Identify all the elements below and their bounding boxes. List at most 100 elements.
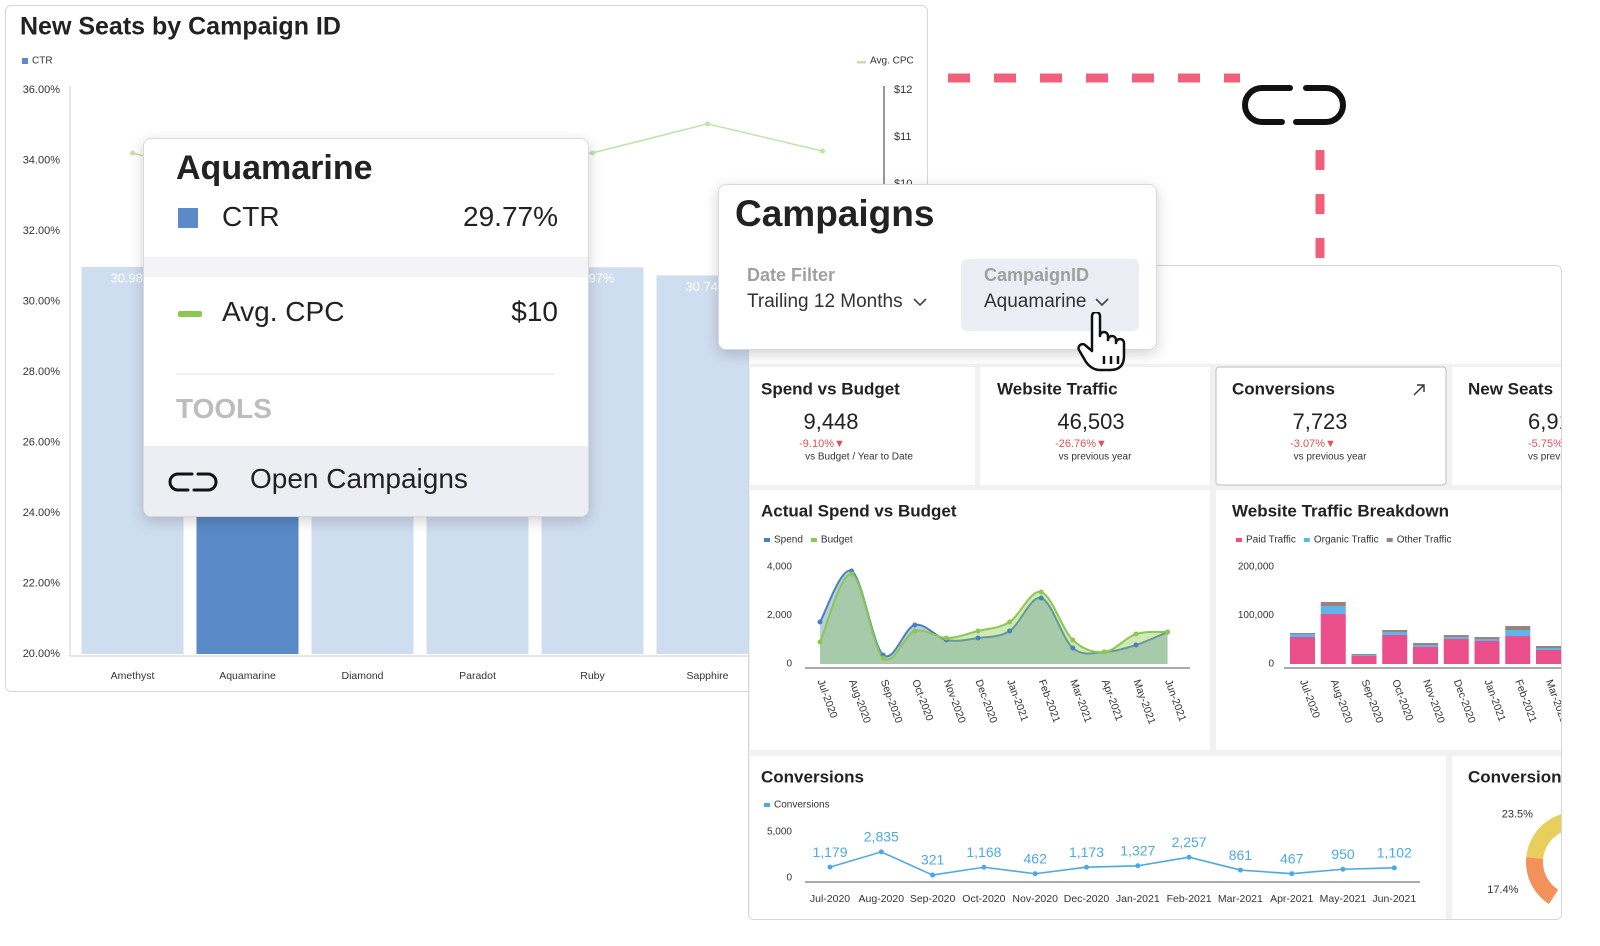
line xyxy=(829,851,1395,876)
y-tick-label: 0 xyxy=(1268,659,1274,670)
bar-segment xyxy=(1290,633,1315,634)
cpc-point xyxy=(130,150,135,156)
point xyxy=(1038,595,1044,601)
chevron xyxy=(913,298,927,307)
kpi-note: vs previous year xyxy=(1528,452,1561,463)
bar-segment xyxy=(1413,643,1438,646)
point xyxy=(1237,867,1243,873)
point xyxy=(827,864,833,870)
bar-segment xyxy=(1413,647,1438,664)
y-tick-label: 34.00% xyxy=(23,154,61,166)
bar-segment xyxy=(1320,605,1346,614)
cpc-point xyxy=(705,121,710,127)
filter-value[interactable]: Aquamarine xyxy=(984,291,1087,312)
point xyxy=(975,635,981,641)
data-label: 1,102 xyxy=(1377,845,1412,861)
tooltip-value: 29.77% xyxy=(463,201,558,232)
point xyxy=(1135,863,1141,869)
kpi-value: 46,503 xyxy=(1057,409,1124,434)
point xyxy=(1101,649,1107,655)
card xyxy=(1216,490,1561,750)
bar-segment xyxy=(1474,637,1500,640)
kpi-note: vs previous year xyxy=(1059,452,1132,463)
legend-marker xyxy=(810,538,817,542)
card xyxy=(750,367,975,485)
kpi-change: -3.07%▼ xyxy=(1290,438,1336,450)
filter-value[interactable]: Trailing 12 Months xyxy=(747,291,903,312)
tooltip-label: Avg. CPC xyxy=(222,296,345,327)
x-tick-label: Mar-2021 xyxy=(1218,893,1263,905)
kpi-note: vs previous year xyxy=(1294,452,1367,463)
legend-marker xyxy=(1386,538,1393,542)
legend-marker xyxy=(857,61,866,64)
bar-segment xyxy=(1290,636,1315,664)
dashboard-canvas: Spend vs Budget 9,448 -9.10%▼ vs Budget … xyxy=(749,266,1561,919)
legend-marker xyxy=(178,208,198,228)
y-tick-label: 30.00% xyxy=(23,295,61,307)
legend-label: Other Traffic xyxy=(1397,535,1452,546)
point xyxy=(1165,629,1171,635)
card xyxy=(980,367,1210,485)
y-tick-label: 0 xyxy=(786,873,792,884)
action-row[interactable]: Open Campaigns xyxy=(144,446,588,516)
y-tick-label: 26.00% xyxy=(23,436,61,448)
point xyxy=(817,619,823,625)
y-tick-label: 5,000 xyxy=(767,827,792,838)
y-tick-label: 24.00% xyxy=(23,507,61,519)
cpc-point xyxy=(590,150,595,156)
bar-segment xyxy=(1474,639,1500,642)
x-tick-label: Paradot xyxy=(459,670,496,682)
point xyxy=(1133,642,1139,648)
action-label[interactable]: Open Campaigns xyxy=(250,463,468,494)
chart-title: Conversions xyxy=(761,767,864,786)
legend-marker xyxy=(1303,538,1310,542)
legend-label: Spend xyxy=(774,535,803,546)
y-tick-label: 0 xyxy=(786,659,792,670)
separator xyxy=(144,257,588,277)
expand-icon[interactable] xyxy=(1413,384,1425,396)
y-tick-label: 100,000 xyxy=(1238,610,1275,621)
bar-segment xyxy=(1536,649,1561,664)
data-label: 2,257 xyxy=(1172,834,1207,850)
card xyxy=(1452,367,1561,485)
chart-title: Conversions xyxy=(1468,767,1561,786)
data-label: 467 xyxy=(1280,850,1304,866)
x-tick-label: May-2021 xyxy=(1320,893,1367,905)
x-tick-label: Sapphire xyxy=(686,670,728,682)
data-label: 462 xyxy=(1024,850,1048,866)
kpi-change: -26.76%▼ xyxy=(1055,438,1107,450)
cpc-point xyxy=(820,148,825,154)
data-label: 1,173 xyxy=(1069,844,1104,860)
y-tick-label: 32.00% xyxy=(23,225,61,237)
x-tick-label: Feb-2021 xyxy=(1167,893,1212,905)
point xyxy=(1186,854,1192,860)
chart-title: Actual Spend vs Budget xyxy=(761,501,957,520)
x-tick-label: Jan-2021 xyxy=(1116,893,1160,905)
bar-segment xyxy=(1351,655,1377,656)
y-tick-label: 28.00% xyxy=(23,366,61,378)
filter-box[interactable]: CampaignID Aquamarine xyxy=(961,259,1139,331)
x-tick-label: Apr-2021 xyxy=(1270,893,1313,905)
x-tick-label: Jul-2020 xyxy=(810,893,850,905)
data-label: 1,179 xyxy=(812,844,847,860)
legend-label: Avg. CPC xyxy=(870,56,914,67)
kpi-title: New Seats xyxy=(1468,379,1553,398)
x-tick-label: Jun-2021 xyxy=(1372,893,1416,905)
kpi-change: -9.10%▼ xyxy=(799,438,845,450)
bar-segment xyxy=(1536,647,1561,650)
filter-label: CampaignID xyxy=(984,265,1090,285)
data-label: 1,327 xyxy=(1120,842,1155,858)
link-icon xyxy=(1242,85,1346,125)
point xyxy=(943,635,949,641)
bar-segment xyxy=(1413,645,1438,648)
area xyxy=(820,573,1168,664)
card[interactable] xyxy=(1215,366,1447,486)
legend-marker xyxy=(764,803,770,807)
kpi-title: Website Traffic xyxy=(997,379,1118,398)
link-icon xyxy=(168,472,218,492)
point xyxy=(1007,619,1013,625)
data-label: 2,835 xyxy=(864,829,899,845)
kpi-change: -5.75%▼ xyxy=(1528,438,1561,450)
data-label: 1,168 xyxy=(966,844,1001,860)
kpi-title: Conversions xyxy=(1232,379,1335,398)
